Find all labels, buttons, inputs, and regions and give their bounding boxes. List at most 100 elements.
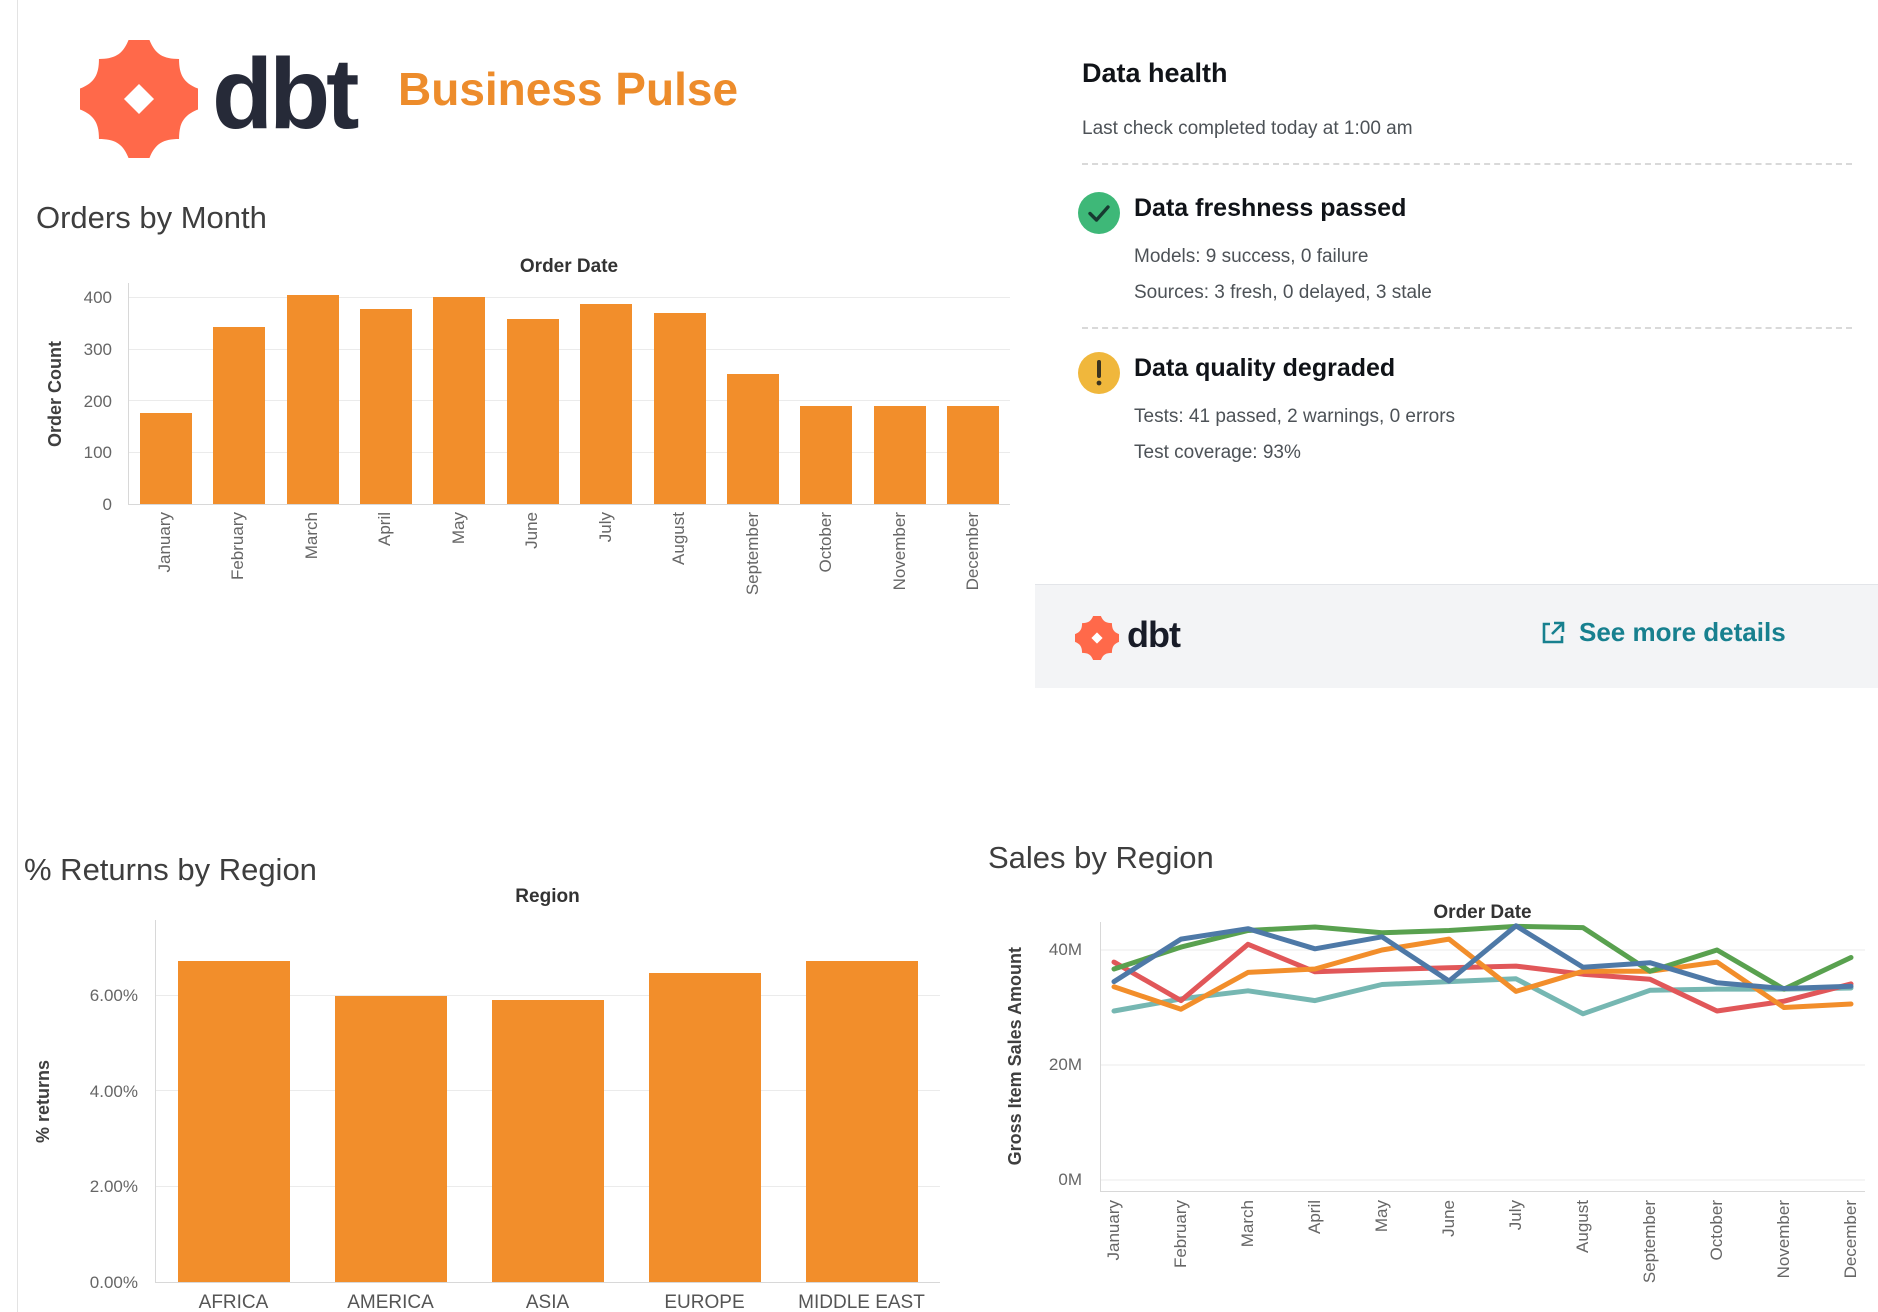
freshness-status-title: Data freshness passed <box>1134 194 1407 222</box>
see-more-details-link[interactable]: See more details <box>1540 617 1786 648</box>
x-tick-label: August <box>1573 1200 1592 1253</box>
sales-x-axis-labels: January February March April May June July Augu… <box>1100 1200 1865 1312</box>
bar-africa[interactable] <box>178 961 291 1282</box>
x-tick-label: June <box>522 512 542 549</box>
x-tick-label: March <box>301 512 321 560</box>
returns-pane-title: Region <box>515 886 580 907</box>
orders-pane-title: Order Date <box>519 256 619 277</box>
line-series-teal[interactable] <box>1111 976 1854 1017</box>
x-tick-label: April <box>1305 1200 1324 1235</box>
gridline <box>129 297 1010 299</box>
x-tick-label: November <box>1774 1200 1793 1279</box>
y-tick-label: 0 <box>102 495 112 514</box>
returns-plot-area <box>155 920 940 1283</box>
y-tick-label: 0M <box>1058 1170 1082 1189</box>
bar-asia[interactable] <box>492 999 604 1282</box>
x-tick-label: July <box>1506 1200 1525 1231</box>
data-health-last-check: Last check completed today at 1:00 am <box>1082 118 1413 139</box>
x-tick-label: September <box>742 512 762 596</box>
sales-pane-title: Order Date <box>1433 902 1532 923</box>
y-tick-label: 200 <box>83 391 112 411</box>
x-tick-label: September <box>1640 1200 1659 1284</box>
quality-status-title: Data quality degraded <box>1134 354 1396 382</box>
orders-chart-title: Orders by Month <box>36 200 267 235</box>
returns-x-axis-labels: AFRICA AMERICA ASIA EUROPE MIDDLE EAST <box>155 1292 940 1312</box>
x-tick-label: AMERICA <box>347 1292 434 1312</box>
x-tick-label: ASIA <box>525 1292 570 1312</box>
bar-february[interactable] <box>213 326 266 504</box>
bar-march[interactable] <box>286 295 339 504</box>
y-tick-label: 100 <box>83 443 112 463</box>
quality-tests-line: Tests: 41 passed, 2 warnings, 0 errors <box>1134 406 1456 427</box>
x-tick-label: June <box>1439 1200 1458 1237</box>
gridline <box>129 400 1010 402</box>
external-link-icon <box>1542 621 1565 644</box>
gridline <box>129 348 1010 350</box>
x-tick-label: January <box>154 512 174 573</box>
line-series-blue[interactable] <box>1111 923 1854 991</box>
x-tick-label: May <box>448 512 468 545</box>
x-tick-label: AFRICA <box>198 1292 269 1312</box>
returns-y-axis-ticks: 0.00% 2.00% 4.00% 6.00% <box>58 920 148 1292</box>
line-series-green[interactable] <box>1111 923 1854 992</box>
y-tick-label: 300 <box>83 340 112 360</box>
freshness-sources-line: Sources: 3 fresh, 0 delayed, 3 stale <box>1134 282 1432 303</box>
x-tick-label: EUROPE <box>664 1292 745 1312</box>
data-health-title: Data health <box>1082 58 1228 88</box>
bar-april[interactable] <box>359 308 412 504</box>
sales-y-axis-ticks: 0M 20M 40M <box>1026 922 1092 1192</box>
divider <box>1082 163 1852 165</box>
line-series-orange[interactable] <box>1111 936 1854 1012</box>
sales-plot-area <box>1100 922 1865 1192</box>
bar-middle-east[interactable] <box>805 961 918 1282</box>
orders-plot-area <box>128 283 1010 505</box>
y-tick-label: 4.00% <box>89 1081 138 1101</box>
bar-america[interactable] <box>335 996 448 1282</box>
y-tick-label: 20M <box>1048 1055 1082 1074</box>
see-more-details-label: See more details <box>1579 617 1786 647</box>
bar-november[interactable] <box>873 406 926 504</box>
y-tick-label: 0.00% <box>89 1273 138 1292</box>
divider <box>1082 327 1852 329</box>
dbt-footer-logo: dbt <box>1075 614 1181 662</box>
x-tick-label: October <box>1707 1200 1726 1261</box>
dbt-footer-wordmark: dbt <box>1127 614 1181 655</box>
orders-y-axis-ticks: 0 100 200 300 400 <box>66 283 122 514</box>
freshness-models-line: Models: 9 success, 0 failure <box>1134 246 1369 267</box>
bar-january[interactable] <box>139 412 192 504</box>
dashboard-left-edge <box>17 0 18 1312</box>
x-tick-label: MIDDLE EAST <box>798 1292 925 1312</box>
x-tick-label: August <box>669 512 689 565</box>
x-tick-label: December <box>1841 1200 1860 1279</box>
x-tick-label: November <box>889 512 909 591</box>
quality-coverage-line: Test coverage: 93% <box>1134 442 1301 463</box>
dbt-logo: dbt <box>80 38 359 158</box>
x-tick-label: April <box>375 512 395 547</box>
gridline <box>156 995 940 997</box>
y-tick-label: 6.00% <box>89 986 138 1006</box>
bar-december[interactable] <box>947 406 1000 504</box>
data-health-footer: dbt See more details <box>1035 584 1878 688</box>
x-tick-label: February <box>228 512 248 581</box>
page-title: Business Pulse <box>398 63 739 115</box>
x-tick-label: October <box>816 512 836 573</box>
bar-july[interactable] <box>580 303 633 504</box>
x-tick-label: May <box>1372 1200 1391 1233</box>
bar-may[interactable] <box>433 296 486 504</box>
x-tick-label: March <box>1238 1200 1257 1248</box>
y-tick-label: 2.00% <box>89 1177 138 1197</box>
returns-chart-title: % Returns by Region <box>24 852 317 887</box>
bar-june[interactable] <box>506 318 559 504</box>
gridline <box>129 451 1010 453</box>
x-tick-label: July <box>595 512 615 543</box>
dbt-logo-wordmark: dbt <box>212 38 359 150</box>
bar-europe[interactable] <box>648 972 761 1282</box>
dbt-footer-logo-icon <box>1075 616 1119 660</box>
bar-august[interactable] <box>653 313 706 504</box>
check-circle-icon <box>1078 192 1120 234</box>
bar-october[interactable] <box>800 406 853 504</box>
bar-september[interactable] <box>727 373 780 504</box>
warning-circle-icon <box>1078 352 1120 394</box>
dbt-logo-icon <box>80 40 198 158</box>
